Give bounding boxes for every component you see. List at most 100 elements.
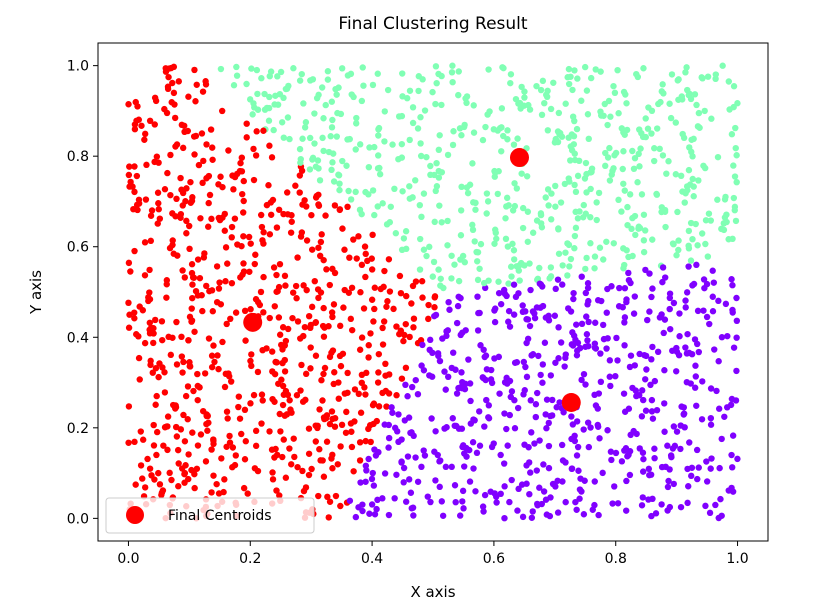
data-point [186,222,193,230]
data-point [527,397,534,404]
data-point [458,132,465,139]
data-point [296,145,304,153]
data-point [292,282,300,290]
data-point [292,182,299,189]
data-point [232,309,240,316]
data-point [707,385,715,392]
data-point [490,126,498,133]
data-point [569,329,576,336]
data-point [270,264,278,271]
data-point [481,353,488,361]
data-point [156,481,164,488]
data-point [215,285,223,292]
data-point [707,414,715,422]
data-point [146,289,153,296]
data-point [712,71,720,78]
data-point [252,442,260,450]
data-point [615,196,622,204]
data-point [574,443,582,451]
data-point [178,121,186,129]
data-point [581,63,589,71]
data-point [594,421,601,429]
data-point [462,95,469,102]
data-point [629,214,636,222]
data-point [523,373,531,381]
data-point [461,121,468,129]
data-point [496,125,504,132]
data-point [498,148,505,155]
data-point [543,396,551,403]
data-point [621,131,628,138]
data-point [344,369,351,377]
data-point [242,337,249,344]
data-point [355,504,362,511]
data-point [213,263,221,270]
data-point [286,397,293,404]
data-point [197,215,204,222]
data-point [732,144,739,152]
data-point [336,180,343,187]
data-point [638,191,646,198]
data-point [323,266,330,273]
data-point [584,284,592,292]
data-point [453,390,461,397]
data-point [661,367,668,374]
data-point [169,334,176,341]
data-point [728,484,735,492]
data-point [154,189,162,196]
data-point [147,212,155,219]
data-point [669,240,677,247]
data-point [188,197,196,205]
data-point [277,428,284,435]
data-point [524,208,532,215]
data-point [600,256,607,263]
data-point [437,282,444,289]
data-point [529,229,537,236]
data-point [625,269,632,277]
data-point [439,512,447,519]
data-point [260,273,267,281]
data-point [314,286,322,293]
x-tick-label: 0.8 [605,551,627,567]
data-point [587,240,594,247]
data-point [271,370,279,378]
data-point [366,510,373,517]
data-point [404,453,412,460]
data-point [678,403,685,410]
data-point [365,354,372,361]
data-point [298,361,305,369]
data-point [203,175,210,182]
data-point [202,81,210,88]
data-point [370,482,378,489]
data-point [402,320,409,328]
data-point [554,509,562,516]
data-point [167,64,175,72]
data-point [213,480,220,488]
data-point [495,353,503,361]
data-point [357,409,365,416]
data-point [271,303,278,310]
data-point [649,415,657,422]
data-point [441,425,448,432]
data-point [167,151,174,159]
data-point [493,499,500,506]
data-point [459,487,467,495]
data-point [495,278,502,285]
data-point [714,153,722,161]
data-point [180,411,187,419]
data-point [185,337,192,344]
data-point [606,144,613,152]
data-point [252,152,260,159]
data-point [419,341,426,349]
data-point [700,307,707,314]
data-point [432,477,439,484]
data-point [707,217,715,224]
data-point [217,65,225,73]
data-point [164,169,171,177]
data-point [529,508,536,515]
data-point [551,139,559,146]
data-point [629,252,636,260]
data-point [554,477,561,484]
data-point [436,132,443,139]
data-point [592,66,599,73]
